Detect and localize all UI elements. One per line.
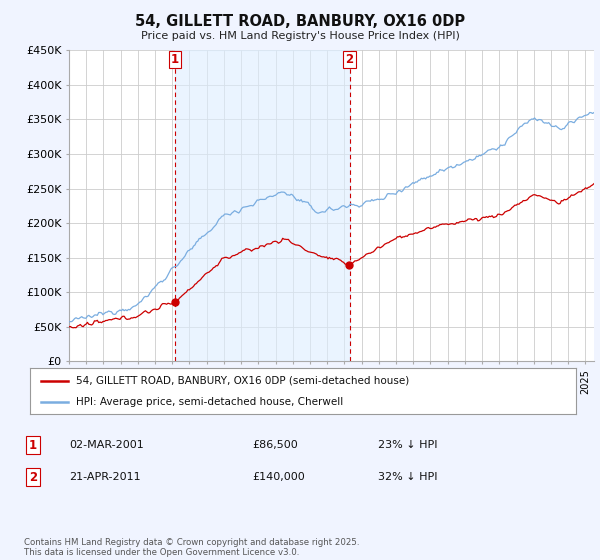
Text: £86,500: £86,500 [252, 440, 298, 450]
Text: 2: 2 [29, 470, 37, 484]
Text: 54, GILLETT ROAD, BANBURY, OX16 0DP: 54, GILLETT ROAD, BANBURY, OX16 0DP [135, 14, 465, 29]
Text: 1: 1 [171, 53, 179, 66]
Text: 02-MAR-2001: 02-MAR-2001 [69, 440, 144, 450]
Bar [175, 50, 350, 361]
Text: Price paid vs. HM Land Registry's House Price Index (HPI): Price paid vs. HM Land Registry's House … [140, 31, 460, 41]
Text: 54, GILLETT ROAD, BANBURY, OX16 0DP (semi-detached house): 54, GILLETT ROAD, BANBURY, OX16 0DP (sem… [76, 376, 410, 386]
Text: Contains HM Land Registry data © Crown copyright and database right 2025.
This d: Contains HM Land Registry data © Crown c… [24, 538, 359, 557]
Text: 21-APR-2011: 21-APR-2011 [69, 472, 140, 482]
Text: £140,000: £140,000 [252, 472, 305, 482]
Text: 32% ↓ HPI: 32% ↓ HPI [378, 472, 437, 482]
Text: 23% ↓ HPI: 23% ↓ HPI [378, 440, 437, 450]
Text: HPI: Average price, semi-detached house, Cherwell: HPI: Average price, semi-detached house,… [76, 397, 344, 407]
Text: 2: 2 [346, 53, 353, 66]
Text: 1: 1 [29, 438, 37, 452]
